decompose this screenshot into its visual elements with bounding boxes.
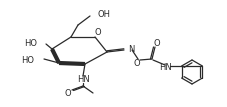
- Text: HN: HN: [160, 63, 172, 73]
- Text: OH: OH: [98, 10, 111, 19]
- Text: O: O: [154, 39, 160, 48]
- Text: O: O: [95, 27, 101, 36]
- Text: O: O: [134, 59, 140, 68]
- Text: HO: HO: [24, 39, 37, 48]
- Text: N: N: [128, 45, 134, 54]
- Text: HO: HO: [21, 56, 34, 65]
- Text: O: O: [65, 88, 71, 97]
- Text: HN: HN: [77, 76, 89, 85]
